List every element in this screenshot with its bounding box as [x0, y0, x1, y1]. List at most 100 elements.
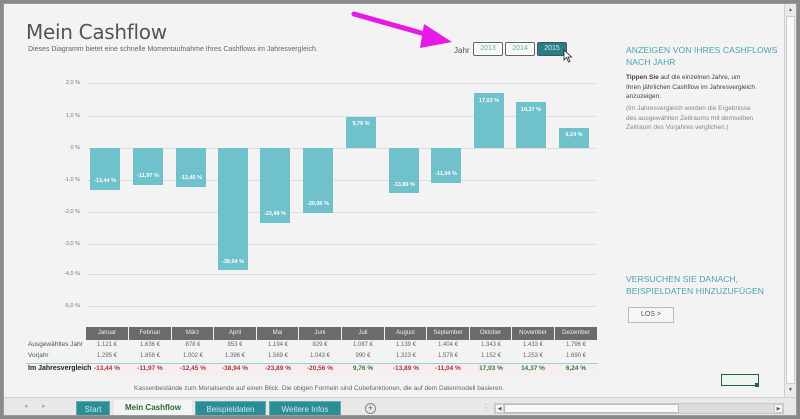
side-heading-1-line2: NACH JAHR — [626, 57, 676, 67]
bar-februar[interactable] — [133, 148, 163, 185]
annotation-arrow-icon — [351, 11, 452, 48]
gridline — [88, 212, 596, 213]
cell-selected-year: 1.139 € — [395, 342, 417, 348]
bar-mai[interactable] — [260, 148, 290, 223]
sheet-tab-weitere-infos[interactable]: Weitere Infos — [269, 401, 341, 415]
tip-rest: auf die einzelnen Jahre, um — [658, 74, 741, 81]
month-header: Dezember — [555, 327, 598, 340]
gridline — [88, 306, 596, 307]
gridline — [88, 83, 596, 84]
cell-selected-year: 1.636 € — [139, 342, 161, 348]
bar-label: 14,37 % — [520, 107, 542, 113]
year-button-2014[interactable]: 2014 — [505, 42, 535, 56]
row-divider — [26, 363, 598, 364]
bar-dezember[interactable] — [559, 128, 589, 148]
horizontal-scroll-thumb[interactable] — [504, 404, 679, 413]
cell-previous-year: 1.690 € — [565, 353, 587, 359]
month-header: Mai — [257, 327, 299, 340]
bar-juli[interactable] — [346, 117, 376, 148]
y-tick: 2,0 % — [65, 80, 80, 86]
page-subtitle: Dieses Diagramm bietet eine schnelle Mom… — [28, 46, 318, 53]
side-heading-1-line1: ANZEIGEN VON IHRES CASHFLOWS — [626, 45, 778, 55]
cell-previous-year: 1.569 € — [267, 353, 289, 359]
note-line1: (Im Jahresvergleich werden die Ergebniss… — [626, 105, 751, 112]
selected-cell[interactable] — [721, 374, 759, 386]
bar-april[interactable] — [218, 148, 248, 270]
cell-previous-year: 1.253 € — [522, 353, 544, 359]
scroll-right-icon[interactable]: ▶ — [774, 404, 783, 413]
cell-comparison: -23,89 % — [264, 365, 292, 372]
bar-juni[interactable] — [303, 148, 333, 213]
scroll-up-icon[interactable]: ▲ — [788, 7, 793, 13]
cell-comparison: 17,03 % — [479, 365, 503, 372]
vertical-scroll-thumb[interactable] — [786, 16, 795, 384]
bar-label: 17,03 % — [478, 98, 500, 104]
gridline — [88, 148, 596, 149]
cell-previous-year: 1.002 € — [182, 353, 204, 359]
sheet-tab-beispieldaten[interactable]: Beispieldaten — [195, 401, 266, 415]
y-tick: -2,0 % — [64, 209, 80, 215]
y-tick: -3,0 % — [64, 241, 80, 247]
cell-selected-year: 1.087 € — [352, 342, 374, 348]
y-tick: -1,0 % — [64, 177, 80, 183]
side-heading-2-line1: VERSUCHEN SIE DANACH, — [626, 274, 739, 284]
bar-label: -20,56 % — [306, 201, 329, 207]
cell-comparison: -11,04 % — [435, 365, 461, 372]
cell-selected-year: 1.121 € — [96, 342, 118, 348]
bar-label: -13,44 % — [93, 178, 116, 184]
splitter-handle[interactable]: ⋮ — [482, 403, 490, 412]
fill-handle[interactable] — [755, 383, 759, 387]
year-button-2013[interactable]: 2013 — [473, 42, 503, 56]
sheet-tab-mein-cashflow[interactable]: Mein Cashflow — [114, 400, 192, 415]
sheet-tab-start[interactable]: Start — [76, 401, 110, 415]
cell-previous-year: 1.323 € — [395, 353, 417, 359]
month-header: August — [385, 327, 427, 340]
next-sheet-icon[interactable]: ▸ — [42, 403, 46, 410]
cell-previous-year: 990 € — [355, 353, 371, 359]
y-tick: -4,0 % — [64, 271, 80, 277]
month-header: April — [214, 327, 257, 340]
bar-september[interactable] — [431, 148, 461, 183]
los-button[interactable]: LOS > — [628, 307, 674, 323]
cell-previous-year: 1.043 € — [309, 353, 331, 359]
bar-label: 6,24 % — [565, 132, 583, 138]
add-sheet-icon[interactable]: + — [365, 403, 376, 414]
scroll-left-icon[interactable]: ◀ — [495, 404, 504, 413]
cell-previous-year: 1.578 € — [437, 353, 459, 359]
bar-label: -11,97 % — [137, 173, 159, 179]
side-heading-2-line2: BEISPIELDATEN HINZUZUFÜGEN — [626, 286, 764, 296]
bar-label: -38,94 % — [221, 259, 244, 265]
month-header: Januar — [86, 327, 129, 340]
bar-oktober[interactable] — [474, 93, 504, 148]
bar-november[interactable] — [516, 102, 546, 148]
bar-august[interactable] — [389, 148, 419, 193]
month-header: Juni — [299, 327, 342, 340]
y-tick: 1,0 % — [65, 113, 80, 119]
side-note-text: (Im Jahresvergleich werden die Ergebniss… — [626, 104, 776, 133]
cell-comparison: -20,56 % — [306, 365, 334, 372]
bar-maerz[interactable] — [176, 148, 206, 187]
prev-sheet-icon[interactable]: ◂ — [24, 403, 28, 410]
tip-line2: Ihren jährlichen Cashflow im Jahresvergl… — [626, 83, 755, 91]
cell-comparison: -13,89 % — [392, 365, 420, 372]
bar-januar[interactable] — [90, 148, 120, 190]
excel-window: Mein Cashflow Dieses Diagramm bietet ein… — [3, 3, 797, 416]
mouse-cursor-icon — [563, 49, 573, 63]
year-button-2015[interactable]: 2015 — [537, 42, 567, 56]
month-header: Oktober — [470, 327, 512, 340]
page-title: Mein Cashflow — [26, 20, 167, 44]
cell-comparison: 9,76 % — [352, 365, 374, 372]
note-line3: Zeitraum des Vorjahres verglichen.) — [626, 124, 729, 131]
cell-previous-year: 1.396 € — [224, 353, 246, 359]
gridline — [88, 274, 596, 275]
note-line2: des ausgewählten Zeitraums mit demselben — [626, 114, 754, 122]
cell-previous-year: 1.858 € — [139, 353, 161, 359]
tip-line3: anzuzeigen. — [626, 93, 662, 100]
cell-previous-year: 1.152 € — [480, 353, 502, 359]
comparison-row-bg — [88, 364, 598, 376]
cell-selected-year: 1.796 € — [565, 342, 587, 348]
scroll-down-icon[interactable]: ▼ — [788, 387, 793, 393]
bar-label: 9,76 % — [352, 121, 370, 127]
month-header: Juli — [342, 327, 385, 340]
cell-comparison: -13,44 % — [93, 365, 121, 372]
